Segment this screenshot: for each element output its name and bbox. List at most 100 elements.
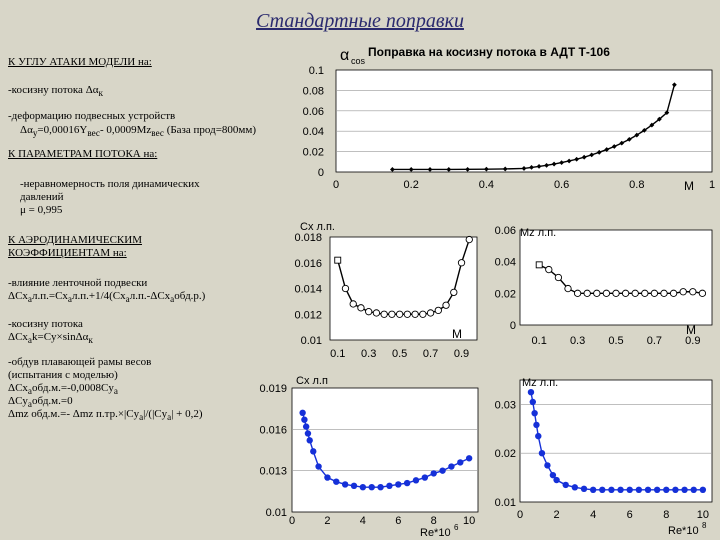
cx_lp_re-point-11 [359,484,367,491]
cx_lp_mach-ytick-2: 0.014 [294,284,322,296]
cx_lp_mach-ytick-3: 0.016 [294,258,322,270]
mz_lp_re-point-14 [608,486,615,493]
mz-re-xlabel-sup: 8 [702,521,707,530]
alpha_cos-point-3 [446,167,452,172]
mz_lp_re-point-11 [580,485,588,493]
mz_lp_mach-xtick-3: 0.7 [647,335,662,347]
cx_lp_mach-point-7 [388,310,396,318]
mz_lp_mach-point-14 [669,289,678,297]
mz_lp_mach-point-8 [612,289,620,297]
mz_lp_mach-xtick-4: 0.9 [685,335,700,347]
alpha_cos-ytick-5: 0.1 [309,65,324,77]
cx_lp_re-ytick-2: 0.016 [259,424,287,436]
cx_lp_mach-point-3 [357,304,365,312]
cx_lp_mach-point-13 [434,306,442,315]
alpha_cos-point-0 [390,167,395,172]
mz_lp_re-point-18 [644,486,652,493]
mz_lp_re-xtick-3: 6 [627,509,633,521]
cx_lp_re-point-23 [465,455,473,462]
mz_lp_mach-point-16 [689,288,697,296]
cx_lp_mach-point-0 [334,256,342,264]
mz_lp_mach-point-3 [564,284,572,293]
mz_lp_mach-point-0 [535,261,543,269]
item-blow-3: ΔCxaобд.м.=-0,0008Cya [8,382,118,397]
item-deformation-formula: Δαу=0,00016Yвес- 0,0009Mzвес (База прод=… [20,124,256,139]
alpha_cos-ytick-1: 0.02 [303,147,324,159]
cx_lp_re-point-10 [350,482,358,490]
mz_lp_mach-point-9 [621,289,630,297]
cx_lp_mach-point-17 [465,235,473,244]
cx_lp_re-point-4 [306,437,313,444]
alpha_cos-point-19 [611,144,617,149]
cx_lp_mach-point-11 [419,310,427,318]
cx_lp_mach-point-10 [411,310,419,318]
mz_lp_re-point-7 [549,471,557,479]
alpha_cos-point-10 [544,162,549,168]
mz_lp_re-ytick-1: 0.02 [495,448,516,460]
mz_lp_mach-point-15 [679,288,687,296]
mz_lp_mach-point-13 [660,289,668,297]
alpha_cos-point-23 [641,127,647,133]
cx_lp_re-point-1 [301,416,308,423]
alpha_cos-xtick-0: 0 [333,179,339,191]
slide-title: Стандартные поправки [256,10,464,32]
section-coeff-heading-1: К АЭРОДИНАМИЧЕСКИМ [8,234,142,246]
mz_lp_mach-point-17 [698,289,707,297]
mz_lp_re-point-6 [544,462,551,469]
alpha_cos-point-17 [596,149,602,155]
mz_lp_mach-ytick-3: 0.06 [495,225,516,237]
mz_lp_re-point-2 [531,409,538,417]
mz-mach-ylabel: Mz л.п. [520,227,556,239]
cx-re-ylabel: Cx л.п [296,375,328,387]
alpha_cos-series-line [392,84,676,171]
cx_lp_re-point-9 [341,481,349,488]
mz_lp_mach-point-5 [583,289,591,297]
section-flow-heading: К ПАРАМЕТРАМ ПОТОКА на: [8,148,158,160]
alpha_cos-point-22 [634,132,640,138]
mz_lp_re-point-16 [626,486,633,493]
cx_lp_re-ytick-0: 0.01 [266,507,287,519]
alpha_cos-point-13 [566,158,572,164]
cx_lp_re-point-19 [430,470,437,477]
cx_lp_mach-point-15 [450,288,458,297]
cx_lp_re-point-18 [421,474,429,481]
cx_lp_mach-point-9 [403,310,412,318]
alpha_cos-xtick-5: 1 [709,179,715,191]
mz-re-xlabel: Re*10 [668,525,699,537]
cx_lp_re-point-3 [304,430,312,437]
cx_lp_mach-point-8 [395,310,404,318]
alpha_cos-point-24 [649,122,655,128]
cx_lp_mach-ytick-4: 0.018 [294,232,322,244]
mz_lp_re-point-3 [533,421,540,429]
alpha_cos-point-21 [626,136,632,142]
mz_lp_mach-ytick-1: 0.02 [495,288,516,300]
cx_lp_re-point-6 [315,463,322,470]
cx_lp_mach-plot-area [329,236,478,341]
item-nonuniformity-3: μ = 0,995 [20,204,63,216]
alpha_cos-xtick-1: 0.2 [404,179,419,191]
alpha_cos-xtick-4: 0.8 [629,179,644,191]
item-nonuniformity-2: давлений [20,191,64,203]
mz_lp_re-point-10 [571,484,579,491]
item-deformation-title: -деформацию подвесных устройств [8,110,176,122]
cx_lp_re-plot-area [291,387,479,513]
mz_lp_re-xtick-2: 4 [590,509,596,521]
mz_lp_re-point-1 [529,398,536,406]
mz_lp_re-point-20 [663,486,670,493]
alpha_cos-point-27 [672,82,677,88]
mz_lp_re-xtick-0: 0 [517,509,523,521]
cx_lp_mach-point-16 [457,259,466,267]
cx_lp_re-point-15 [395,481,402,488]
mz_lp_mach-xtick-1: 0.3 [570,335,585,347]
mz_lp_re-point-12 [589,486,597,493]
cx_lp_mach-point-5 [372,309,381,317]
cx_lp_mach-point-6 [380,310,388,318]
mz_lp_mach-point-4 [573,289,582,297]
cx_lp_mach-point-14 [442,301,450,309]
cx_lp_mach-point-2 [349,300,357,308]
alpha_cos-point-7 [521,166,527,171]
alpha_cos-point-5 [484,166,489,172]
cx_lp_re-xtick-4: 8 [431,515,437,527]
